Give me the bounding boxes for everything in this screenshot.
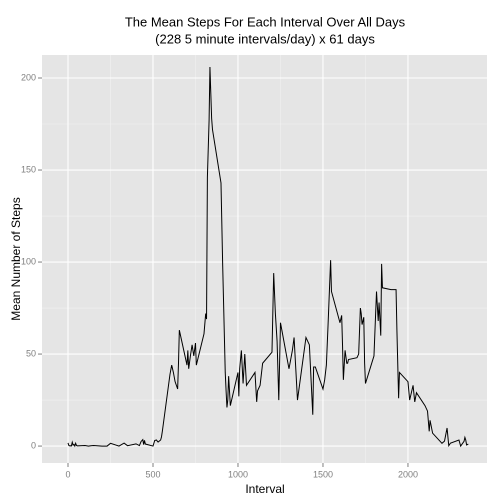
y-tick-label: 100 <box>21 256 36 266</box>
x-axis-title: Interval <box>245 482 284 496</box>
x-tick-label: 1500 <box>313 469 333 479</box>
line-series <box>67 66 469 448</box>
x-tick-label: 2000 <box>398 469 418 479</box>
plot-panel <box>42 55 487 463</box>
y-axis-title: Mean Number of Steps <box>9 197 23 320</box>
y-tick-label: 150 <box>21 164 36 174</box>
chart-subtitle: (228 5 minute intervals/day) x 61 days <box>155 31 375 46</box>
chart-title: The Mean Steps For Each Interval Over Al… <box>125 14 406 29</box>
x-tick-label: 500 <box>145 469 160 479</box>
y-tick-label: 50 <box>26 348 36 358</box>
x-tick-label: 0 <box>65 469 70 479</box>
y-tick-label: 0 <box>31 440 36 450</box>
x-tick-label: 1000 <box>228 469 248 479</box>
y-tick-label: 200 <box>21 72 36 82</box>
